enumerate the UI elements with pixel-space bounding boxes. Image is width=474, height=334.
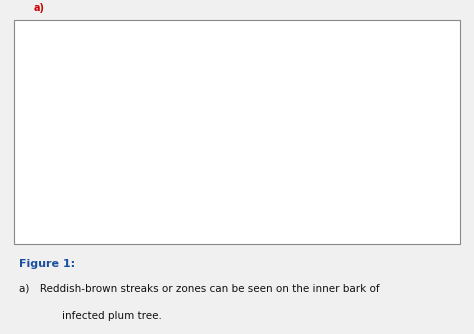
Text: a): a) [33, 3, 44, 13]
Text: (a): (a) [21, 27, 39, 37]
Text: (b): (b) [247, 27, 265, 37]
Text: a)  Reddish-brown streaks or zones can be seen on the inner bark of: a) Reddish-brown streaks or zones can be… [19, 284, 380, 294]
Text: infected plum tree.: infected plum tree. [62, 311, 162, 321]
Text: Figure 1:: Figure 1: [19, 259, 75, 269]
